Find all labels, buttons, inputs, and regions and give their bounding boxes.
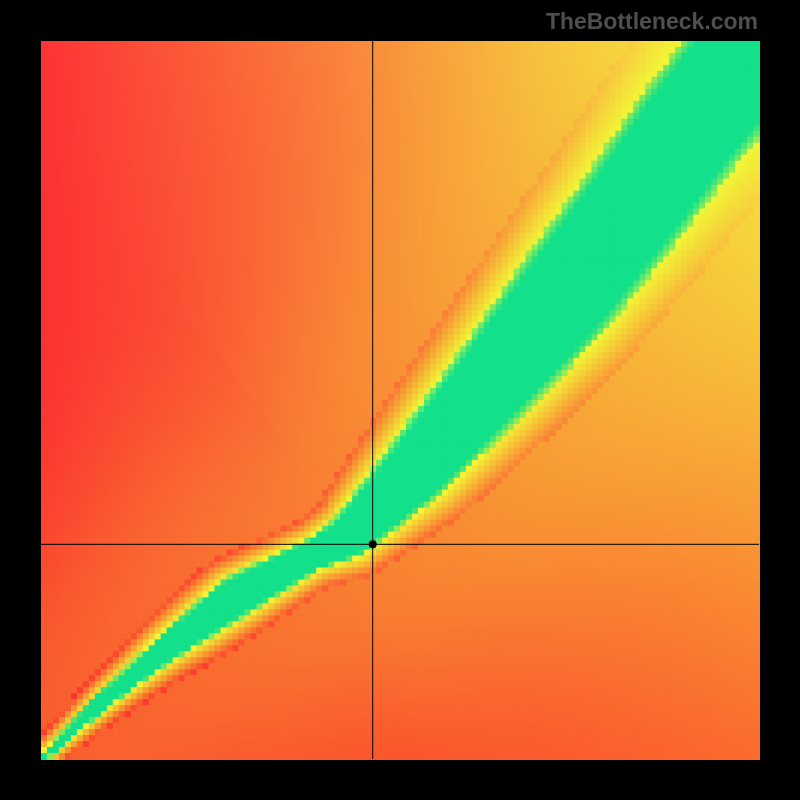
chart-root: TheBottleneck.com — [0, 0, 800, 800]
bottleneck-heatmap — [0, 0, 800, 800]
watermark-text: TheBottleneck.com — [546, 8, 758, 35]
